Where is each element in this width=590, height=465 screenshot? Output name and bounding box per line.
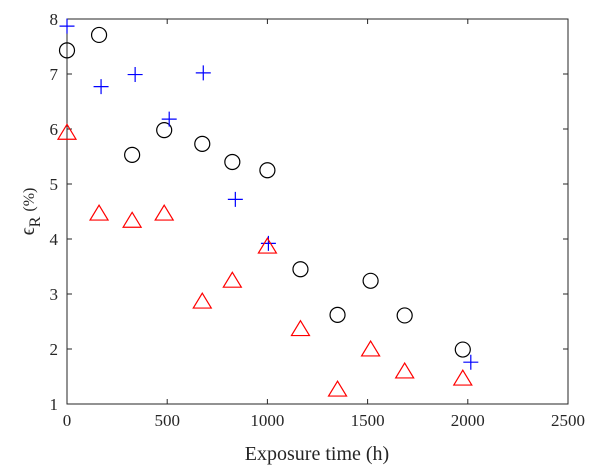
circle-marker bbox=[194, 135, 211, 152]
y-tick-label: 1 bbox=[50, 395, 59, 414]
y-tick-label: 4 bbox=[50, 230, 59, 249]
triangle-marker bbox=[257, 237, 278, 254]
plus-marker bbox=[93, 79, 109, 95]
y-tick-label: 8 bbox=[50, 10, 59, 29]
axis-tick-labels: 0 500 1000 1500 2000 2500 1 2 3 4 5 6 7 8 bbox=[50, 10, 586, 430]
triangle-marker bbox=[192, 292, 213, 309]
circle-marker bbox=[58, 42, 76, 59]
circle-marker bbox=[156, 122, 173, 139]
triangle-marker bbox=[56, 123, 78, 140]
triangle-marker bbox=[222, 271, 243, 288]
y-tick-label: 7 bbox=[50, 65, 59, 84]
plus-marker bbox=[127, 67, 143, 83]
plus-marker bbox=[227, 191, 243, 207]
y-axis-subscript: R bbox=[27, 216, 44, 227]
circle-marker bbox=[124, 146, 141, 163]
x-tick-label: 1500 bbox=[351, 411, 385, 430]
circle-marker bbox=[90, 26, 108, 44]
data-points bbox=[56, 18, 479, 397]
triangle-marker bbox=[327, 380, 348, 397]
circle-marker bbox=[224, 153, 241, 171]
x-tick-label: 2000 bbox=[451, 411, 485, 430]
plot-frame bbox=[66, 18, 569, 405]
y-axis-unit: (%) bbox=[21, 188, 38, 212]
triangle-marker bbox=[394, 361, 415, 379]
plus-marker bbox=[195, 65, 211, 81]
plus-marker bbox=[161, 111, 177, 127]
y-axis-symbol: ϵ bbox=[17, 227, 39, 235]
axis-ticks bbox=[66, 18, 569, 405]
plus-marker bbox=[463, 354, 479, 370]
plus-marker bbox=[59, 18, 75, 34]
x-axis-label: Exposure time (h) bbox=[245, 443, 389, 465]
triangle-marker bbox=[290, 319, 311, 337]
y-axis-label: ϵR (%) bbox=[17, 188, 44, 236]
x-tick-label: 1000 bbox=[250, 411, 284, 430]
y-tick-label: 6 bbox=[50, 120, 59, 139]
y-tick-label: 3 bbox=[50, 285, 59, 304]
x-tick-label: 2500 bbox=[551, 411, 585, 430]
circle-marker bbox=[259, 162, 276, 179]
triangle-marker bbox=[154, 204, 175, 221]
circle-marker bbox=[362, 272, 379, 289]
x-tick-label: 500 bbox=[154, 411, 180, 430]
x-tick-label: 0 bbox=[63, 411, 72, 430]
circle-marker bbox=[396, 307, 413, 324]
plus-marker bbox=[260, 235, 276, 251]
circle-marker bbox=[329, 306, 346, 323]
y-tick-label: 5 bbox=[50, 175, 59, 194]
circle-marker bbox=[292, 261, 309, 278]
triangle-marker bbox=[88, 204, 110, 221]
triangle-marker bbox=[360, 339, 381, 357]
triangle-marker bbox=[452, 369, 473, 386]
circle-marker bbox=[454, 341, 471, 358]
triangle-marker bbox=[122, 211, 143, 228]
y-tick-label: 2 bbox=[50, 340, 59, 359]
